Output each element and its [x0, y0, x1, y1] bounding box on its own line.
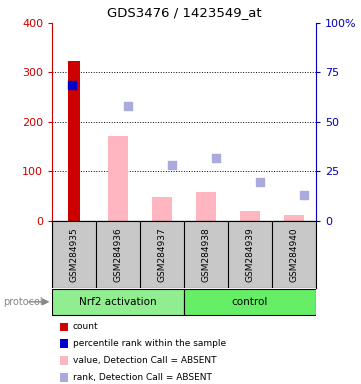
- Text: protocol: protocol: [4, 297, 43, 307]
- FancyBboxPatch shape: [52, 290, 184, 315]
- Text: Nrf2 activation: Nrf2 activation: [79, 297, 157, 307]
- Bar: [68, 61, 81, 221]
- Bar: [196, 192, 216, 221]
- Text: value, Detection Call = ABSENT: value, Detection Call = ABSENT: [73, 356, 217, 365]
- Bar: [108, 136, 128, 221]
- Text: GSM284935: GSM284935: [70, 227, 79, 282]
- Point: [125, 103, 131, 109]
- Bar: [152, 197, 172, 221]
- Bar: [284, 215, 304, 221]
- Text: percentile rank within the sample: percentile rank within the sample: [73, 339, 226, 348]
- Text: control: control: [232, 297, 268, 307]
- Point: [169, 162, 175, 169]
- Point: [257, 179, 262, 185]
- Text: GSM284939: GSM284939: [245, 227, 255, 282]
- Text: GSM284937: GSM284937: [158, 227, 167, 282]
- Text: rank, Detection Call = ABSENT: rank, Detection Call = ABSENT: [73, 373, 212, 382]
- Title: GDS3476 / 1423549_at: GDS3476 / 1423549_at: [107, 6, 261, 19]
- Point: [301, 192, 306, 198]
- Text: GSM284940: GSM284940: [290, 227, 299, 282]
- Point: [213, 154, 219, 161]
- FancyBboxPatch shape: [184, 290, 316, 315]
- Text: count: count: [73, 323, 99, 331]
- Bar: [240, 211, 260, 221]
- Text: GSM284938: GSM284938: [201, 227, 210, 282]
- Text: GSM284936: GSM284936: [114, 227, 123, 282]
- Point: [69, 82, 75, 88]
